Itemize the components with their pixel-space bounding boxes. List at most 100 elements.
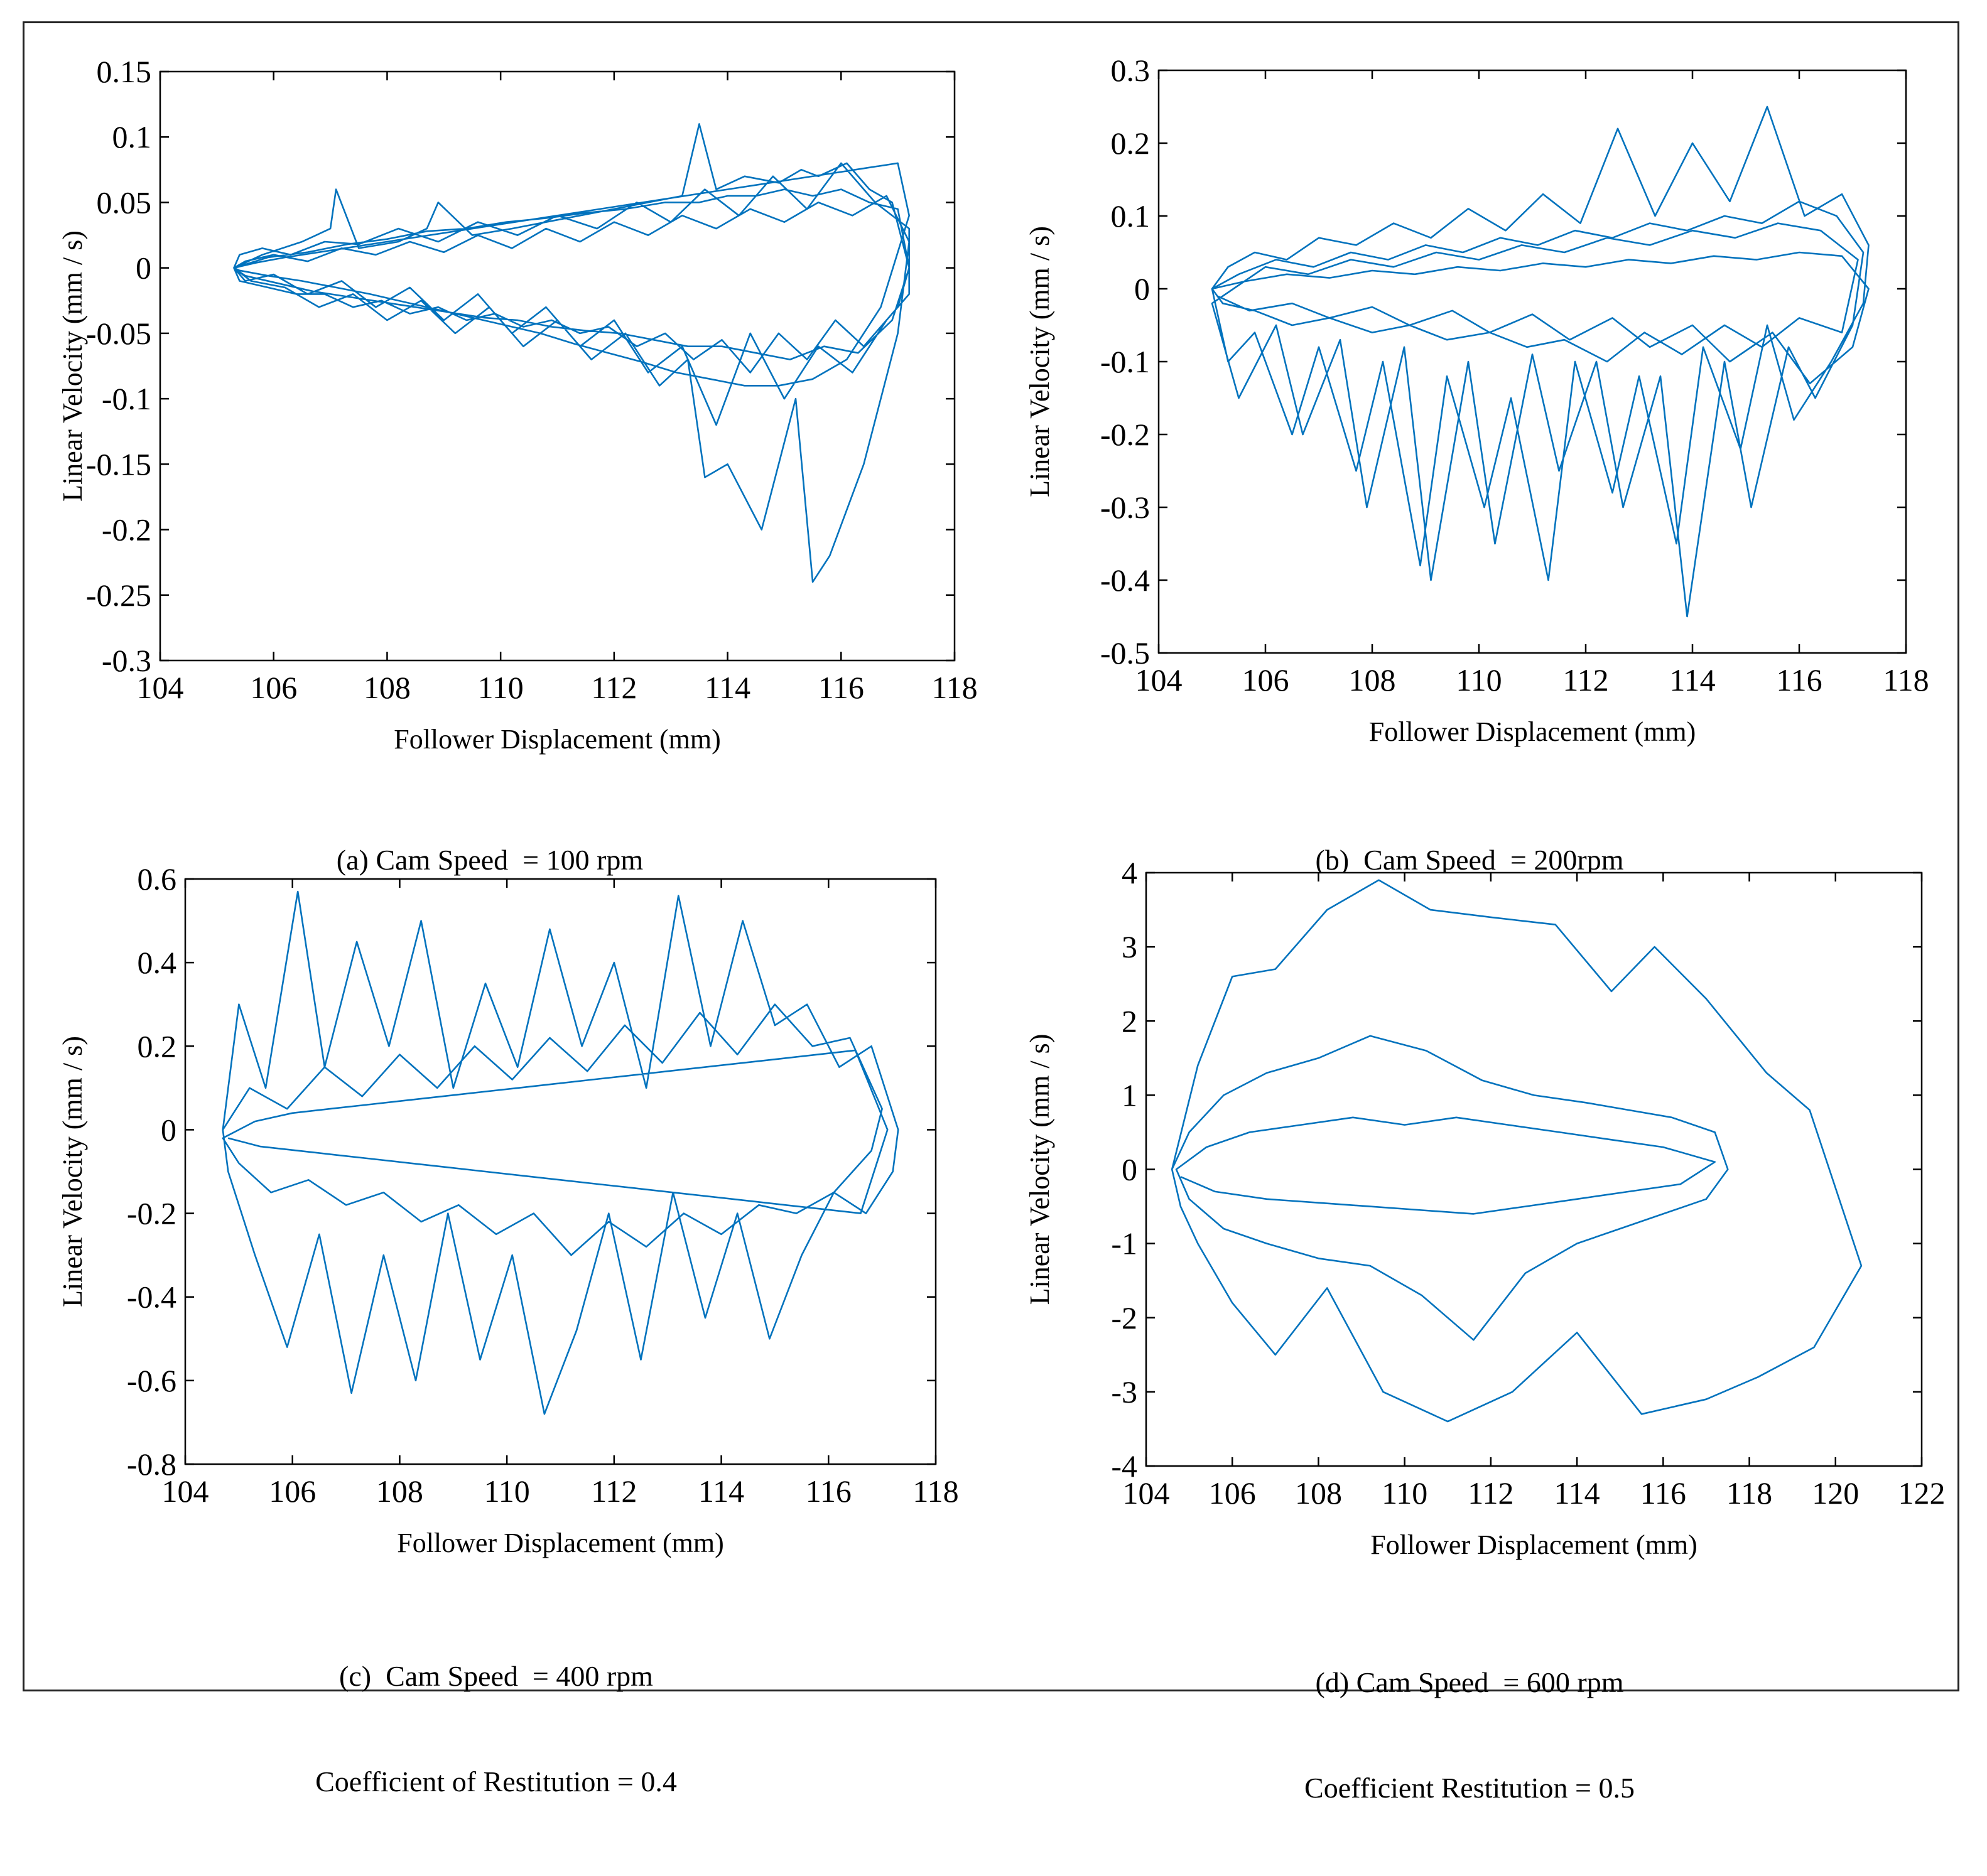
y-axis-label-c: Linear Velocity (mm / s) xyxy=(57,1036,88,1307)
caption-d-line2: Coefficient Restitution = 0.5 xyxy=(1304,1772,1635,1804)
caption-c: (c) Cam Speed = 400 rpm Coefficient of R… xyxy=(38,1588,955,1870)
caption-b-line1: (b) Cam Speed = 200rpm xyxy=(1315,844,1624,876)
x-tick-label-a-7: 118 xyxy=(931,670,977,705)
chart-a-svg: 104 106 108 110 112 114 116 118 0.15 0.1 0.05 0 -0.0… xyxy=(57,54,978,755)
chart-b-svg: 104 106 108 110 112 114 116 118 0.3 0.2 0.1 0 -0.1 -0… xyxy=(1024,53,1929,747)
x-tick-label-d-9: 122 xyxy=(1898,1475,1946,1511)
y-tick-label-b-8: -0.5 xyxy=(1100,635,1150,671)
y-tick-label-c-7: -0.8 xyxy=(127,1447,176,1482)
series-line-a-0 xyxy=(233,123,910,583)
x-tick-label-a-3: 110 xyxy=(478,670,524,705)
x-tick-label-b-1: 106 xyxy=(1242,662,1289,698)
y-tick-label-c-0: 0.6 xyxy=(138,861,177,897)
chart-panel-b: 104 106 108 110 112 114 116 118 0.3 0.2 0.1 0 -0.1 -0… xyxy=(1005,50,1934,981)
y-tick-label-a-4: -0.05 xyxy=(86,316,151,351)
x-axis-label-d: Follower Displacement (mm) xyxy=(1370,1529,1697,1560)
y-tick-label-d-7: -3 xyxy=(1111,1374,1137,1410)
chart-d-svg: 104 106 108 110 112 114 116 118 120 122 4 3 2 1 0 -1 -2 -… xyxy=(1024,855,1946,1560)
caption-a-line1: (a) Cam Speed = 100 rpm xyxy=(336,844,644,876)
y-tick-label-d-4: 0 xyxy=(1122,1152,1137,1187)
x-tick-label-a-0: 104 xyxy=(137,670,184,705)
plot-area-d xyxy=(1145,871,1923,1467)
y-tick-label-c-2: 0.2 xyxy=(138,1028,177,1064)
x-tick-label-c-4: 112 xyxy=(591,1474,637,1509)
x-tick-label-b-5: 114 xyxy=(1669,662,1715,698)
x-tick-label-b-0: 104 xyxy=(1135,662,1183,698)
y-axis-label-b: Linear Velocity (mm / s) xyxy=(1024,226,1055,497)
y-axis-label-d: Linear Velocity (mm / s) xyxy=(1024,1034,1055,1305)
y-tick-label-a-2: 0.05 xyxy=(97,185,152,220)
x-tick-label-d-4: 112 xyxy=(1468,1475,1513,1511)
figure-frame xyxy=(23,21,1959,1691)
y-tick-label-c-3: 0 xyxy=(161,1112,176,1147)
x-tick-label-d-7: 118 xyxy=(1726,1475,1772,1511)
x-tick-label-b-2: 108 xyxy=(1349,662,1396,698)
x-tick-label-d-1: 106 xyxy=(1209,1475,1256,1511)
y-tick-label-a-0: 0.15 xyxy=(97,54,152,89)
y-tick-label-d-6: -2 xyxy=(1111,1300,1137,1335)
x-tick-label-a-6: 116 xyxy=(818,670,864,705)
y-tick-label-d-8: -4 xyxy=(1111,1448,1137,1484)
x-tick-label-a-5: 114 xyxy=(705,670,750,705)
series-line-c-0 xyxy=(222,890,899,1415)
y-tick-label-a-9: -0.3 xyxy=(102,643,151,678)
x-tick-label-a-2: 108 xyxy=(364,670,411,705)
x-tick-label-c-3: 110 xyxy=(484,1474,530,1509)
y-tick-label-a-1: 0.1 xyxy=(112,119,152,154)
x-tick-label-a-1: 106 xyxy=(250,670,297,705)
x-tick-label-c-6: 116 xyxy=(806,1474,852,1509)
x-tick-label-c-5: 114 xyxy=(698,1474,744,1509)
chart-panel-c: 104 106 108 110 112 114 116 118 0.6 0.4 0.2 0 -0.2 -0… xyxy=(38,861,959,1798)
y-tick-label-d-5: -1 xyxy=(1111,1226,1137,1261)
x-tick-label-b-4: 112 xyxy=(1562,662,1608,698)
x-tick-label-d-2: 108 xyxy=(1295,1475,1342,1511)
y-tick-label-a-6: -0.15 xyxy=(86,446,151,482)
series-line-d-0 xyxy=(1171,879,1863,1423)
y-tick-label-b-6: -0.3 xyxy=(1100,490,1150,525)
x-tick-label-b-3: 110 xyxy=(1456,662,1502,698)
x-tick-label-b-7: 118 xyxy=(1883,662,1929,698)
y-tick-label-a-8: -0.25 xyxy=(86,578,151,613)
y-tick-label-a-5: -0.1 xyxy=(102,381,151,416)
y-tick-label-c-6: -0.6 xyxy=(127,1363,176,1398)
y-tick-label-c-1: 0.4 xyxy=(138,945,177,980)
y-tick-label-c-4: -0.2 xyxy=(127,1196,176,1231)
chart-c-svg: 104 106 108 110 112 114 116 118 0.6 0.4 0.2 0 -0.2 -0… xyxy=(57,861,959,1558)
x-tick-label-c-0: 104 xyxy=(162,1474,209,1509)
caption-c-line1: (c) Cam Speed = 400 rpm xyxy=(339,1660,653,1692)
y-tick-label-a-7: -0.2 xyxy=(102,512,151,547)
y-tick-label-d-3: 1 xyxy=(1122,1077,1137,1113)
x-tick-label-d-6: 116 xyxy=(1640,1475,1686,1511)
x-axis-label-b: Follower Displacement (mm) xyxy=(1369,716,1696,747)
plot-area-b xyxy=(1157,69,1907,654)
y-tick-label-b-7: -0.4 xyxy=(1100,563,1150,598)
x-tick-label-d-5: 114 xyxy=(1554,1475,1600,1511)
caption-d-line1: (d) Cam Speed = 600 rpm xyxy=(1315,1666,1624,1698)
chart-panel-a: 104 106 108 110 112 114 116 118 0.15 0.1 0.05 0 -0.0… xyxy=(38,54,978,981)
x-axis-label-a: Follower Displacement (mm) xyxy=(394,724,721,755)
chart-panel-d: 104 106 108 110 112 114 116 118 120 122 4 3 2 1 0 -1 -2 -… xyxy=(1005,855,1946,1804)
x-tick-label-d-0: 104 xyxy=(1123,1475,1170,1511)
x-tick-label-a-4: 112 xyxy=(591,670,637,705)
x-tick-label-c-7: 118 xyxy=(912,1474,958,1509)
series-line-b-0 xyxy=(1211,105,1870,618)
x-tick-label-d-8: 120 xyxy=(1812,1475,1859,1511)
y-tick-label-b-4: -0.1 xyxy=(1100,344,1150,379)
y-tick-label-b-3: 0 xyxy=(1134,271,1150,306)
y-tick-label-b-2: 0.1 xyxy=(1111,198,1151,234)
x-tick-label-d-3: 110 xyxy=(1382,1475,1427,1511)
y-axis-label-a: Linear Velocity (mm / s) xyxy=(57,230,88,502)
y-tick-label-d-2: 2 xyxy=(1122,1003,1137,1038)
caption-c-line2: Coefficient of Restitution = 0.4 xyxy=(315,1765,677,1798)
y-tick-label-b-5: -0.2 xyxy=(1100,417,1150,452)
y-tick-label-c-5: -0.4 xyxy=(127,1280,176,1315)
y-tick-label-a-3: 0 xyxy=(136,251,151,286)
plot-area-a xyxy=(159,70,956,662)
y-tick-label-d-0: 4 xyxy=(1122,855,1137,890)
y-tick-label-b-1: 0.2 xyxy=(1111,126,1151,161)
y-tick-label-b-0: 0.3 xyxy=(1111,53,1151,88)
x-tick-label-c-1: 106 xyxy=(269,1474,316,1509)
x-tick-label-b-6: 116 xyxy=(1776,662,1822,698)
x-axis-label-c: Follower Displacement (mm) xyxy=(397,1528,724,1558)
x-tick-label-c-2: 108 xyxy=(376,1474,423,1509)
